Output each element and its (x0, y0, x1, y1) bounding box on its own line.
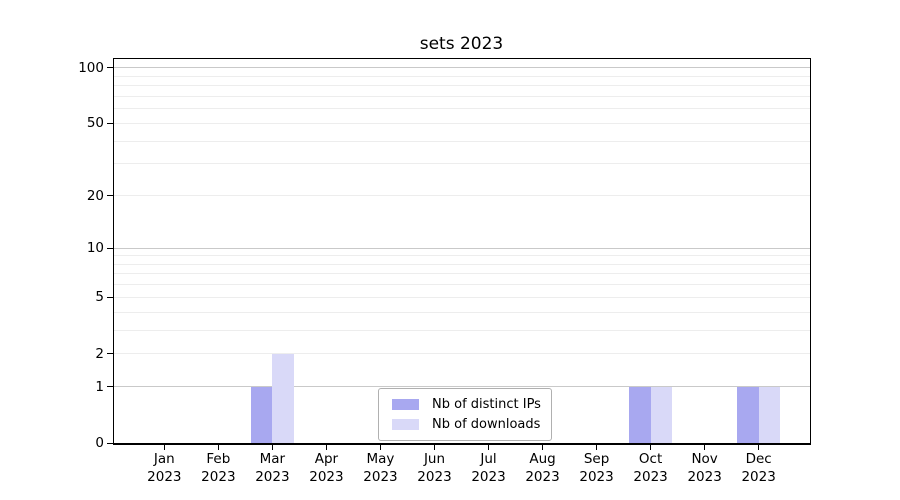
x-tick-label: Mar 2023 (255, 451, 290, 485)
x-tick (271, 444, 273, 450)
y-tick-label: 100 (78, 59, 104, 76)
y-tick-label: 10 (86, 240, 104, 257)
major-gridline (113, 386, 810, 388)
top-spine (113, 58, 811, 59)
x-tick (163, 444, 165, 450)
minor-gridline (113, 284, 810, 286)
y-tick-label: 5 (95, 289, 104, 306)
y-tick-label: 20 (86, 187, 104, 204)
x-tick-label: Jan 2023 (147, 451, 182, 485)
minor-gridline (113, 75, 810, 77)
minor-gridline (113, 163, 810, 165)
minor-gridline (113, 353, 810, 355)
x-tick-label: Jun 2023 (417, 451, 452, 485)
y-tick (107, 195, 113, 196)
x-tick (217, 444, 219, 450)
x-tick-label: Sep 2023 (579, 451, 614, 485)
y-tick-label: 2 (95, 345, 104, 362)
y-axis-line (113, 58, 114, 444)
x-tick (650, 444, 652, 450)
x-tick (433, 444, 435, 450)
x-tick (379, 444, 381, 450)
bar-downloads-mar (272, 353, 294, 443)
minor-gridline (113, 263, 810, 265)
x-tick-label: Jul 2023 (471, 451, 506, 485)
bar-downloads-dec (758, 386, 781, 443)
legend-swatch-distinct-ips (392, 398, 419, 410)
y-tick (107, 353, 113, 355)
minor-gridline (113, 108, 810, 110)
minor-gridline (113, 296, 810, 298)
minor-gridline (113, 85, 810, 87)
x-tick-label: Oct 2023 (633, 451, 668, 485)
minor-gridline (113, 273, 810, 275)
legend-item-distinct-ips: Nb of distinct IPs (388, 397, 542, 412)
y-tick-label: 50 (86, 115, 104, 132)
bar-distinct-ips-oct (628, 386, 651, 443)
bar-downloads-oct (650, 386, 673, 443)
y-tick (107, 247, 113, 249)
y-tick-label: 1 (95, 378, 104, 395)
right-spine (810, 58, 811, 444)
minor-gridline (113, 311, 810, 313)
x-tick (596, 444, 598, 450)
minor-gridline (113, 255, 810, 257)
x-tick-label: Dec 2023 (741, 451, 776, 485)
bar-distinct-ips-dec (737, 386, 759, 443)
y-tick (107, 122, 113, 124)
x-axis-line (113, 443, 811, 445)
x-tick (704, 444, 706, 450)
chart-title: sets 2023 (419, 34, 504, 54)
x-tick (542, 444, 544, 450)
y-tick (107, 67, 113, 69)
x-tick-label: Nov 2023 (687, 451, 722, 485)
x-tick-label: Apr 2023 (309, 451, 344, 485)
legend: Nb of distinct IPs Nb of downloads (378, 388, 552, 441)
legend-item-downloads: Nb of downloads (388, 417, 542, 432)
x-tick-label: May 2023 (363, 451, 398, 485)
minor-gridline (113, 140, 810, 142)
bar-distinct-ips-mar (250, 386, 273, 443)
minor-gridline (113, 95, 810, 97)
legend-label-distinct-ips: Nb of distinct IPs (432, 396, 541, 412)
x-tick-label: Feb 2023 (201, 451, 236, 485)
major-gridline (113, 67, 810, 69)
x-tick (758, 444, 760, 450)
legend-swatch-downloads (392, 419, 419, 431)
legend-label-downloads: Nb of downloads (432, 417, 541, 433)
minor-gridline (113, 195, 810, 196)
y-tick (107, 296, 113, 298)
x-tick-label: Aug 2023 (525, 451, 560, 485)
y-tick (107, 386, 113, 388)
y-tick-label: 0 (95, 435, 104, 451)
x-tick (325, 444, 327, 450)
major-gridline (113, 247, 810, 249)
y-tick (107, 442, 113, 444)
minor-gridline (113, 122, 810, 124)
minor-gridline (113, 329, 810, 331)
x-tick (488, 444, 489, 450)
